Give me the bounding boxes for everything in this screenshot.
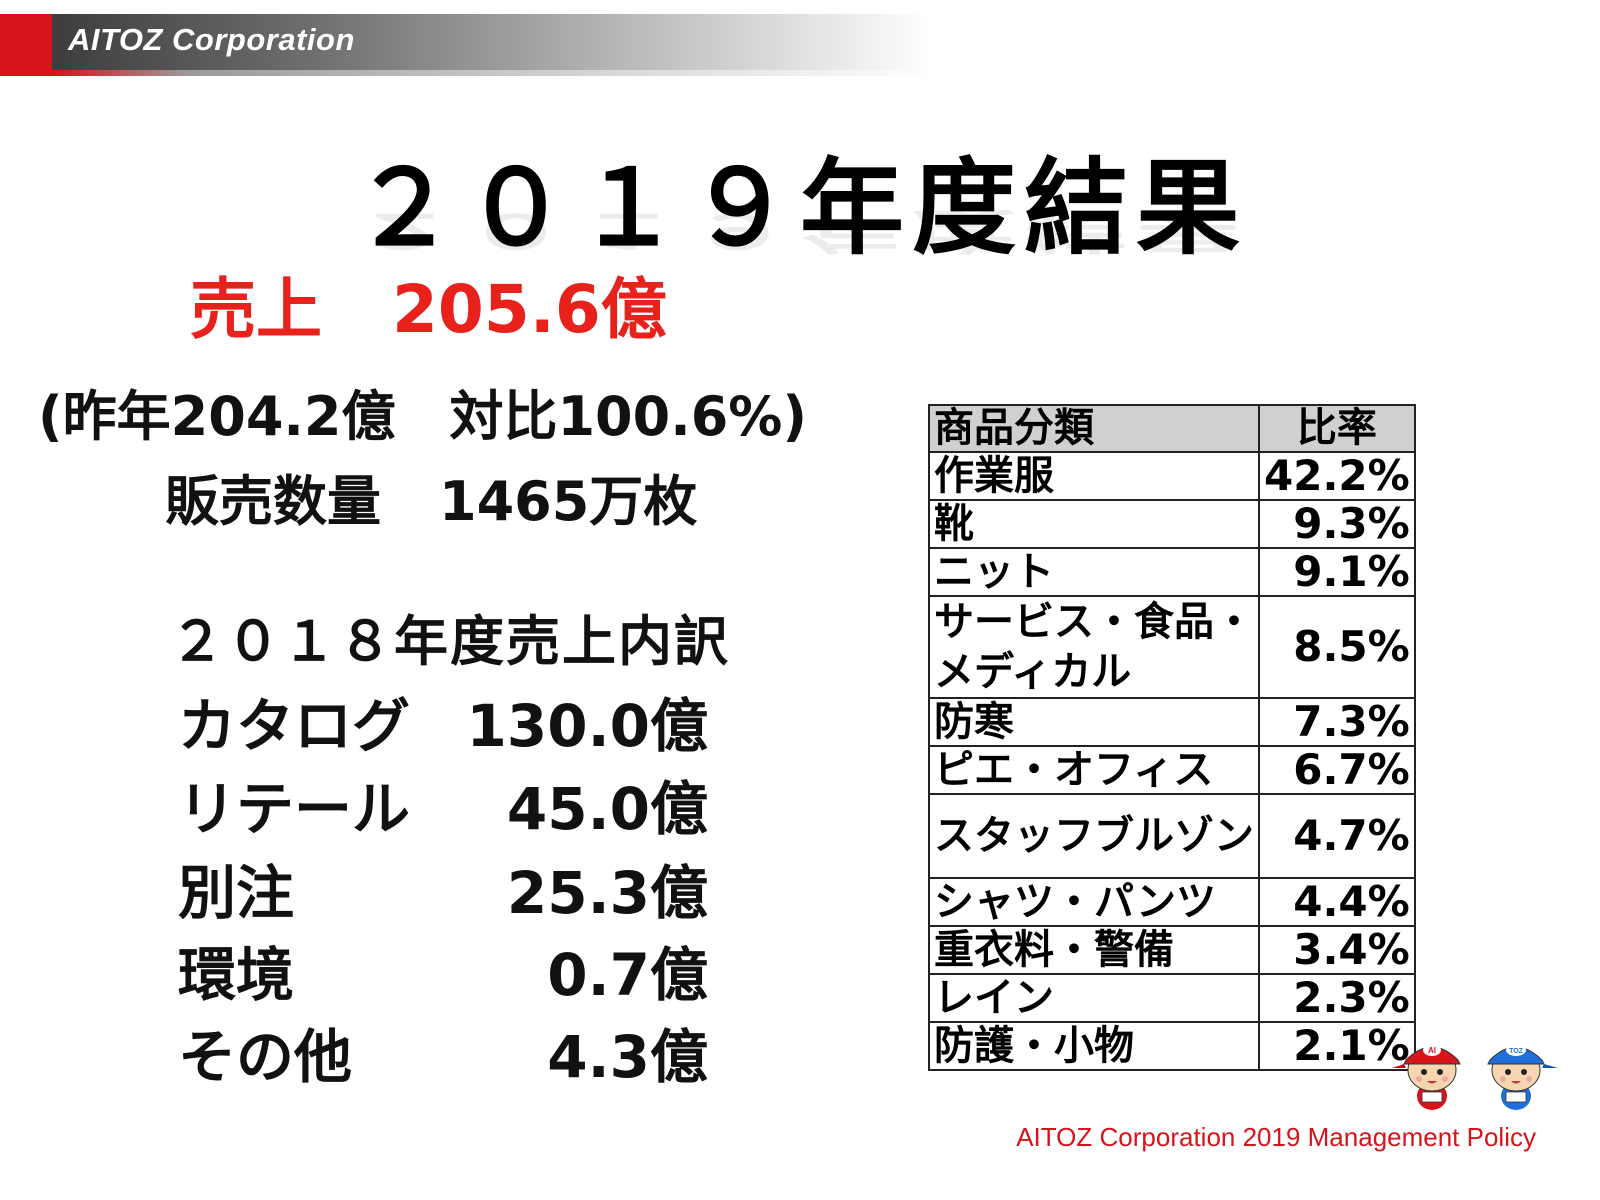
mascot-characters: AI TOZ bbox=[1392, 1044, 1558, 1110]
table-row: 作業服 42.2% bbox=[928, 451, 1416, 501]
category-cell: ニット bbox=[928, 547, 1260, 597]
breakdown-value: 25.3億 bbox=[506, 859, 708, 927]
category-cell: レイン bbox=[928, 973, 1260, 1023]
category-cell: サービス・食品・メディカル bbox=[928, 595, 1260, 699]
ratio-cell: 6.7% bbox=[1258, 745, 1416, 795]
table-header-row: 商品分類 比率 bbox=[928, 404, 1416, 453]
category-cell: ピエ・オフィス bbox=[928, 745, 1260, 795]
ratio-cell: 2.1% bbox=[1258, 1021, 1416, 1071]
header-underline bbox=[0, 70, 935, 76]
footer-caption: AITOZ Corporation 2019 Management Policy bbox=[1016, 1122, 1536, 1152]
header-bar bbox=[52, 14, 932, 76]
breakdown-value: 45.0億 bbox=[506, 775, 708, 843]
table-row: シャツ・パンツ 4.4% bbox=[928, 877, 1416, 927]
ratio-cell: 7.3% bbox=[1258, 697, 1416, 747]
ratio-cell: 2.3% bbox=[1258, 973, 1416, 1023]
ratio-cell: 4.4% bbox=[1258, 877, 1416, 927]
sales-label: 売上 bbox=[190, 271, 322, 348]
column-header-ratio: 比率 bbox=[1258, 404, 1416, 453]
slide-title-reflection: ２０１９年度結果 bbox=[351, 203, 1248, 259]
breakdown-value: 130.0億 bbox=[466, 692, 708, 760]
breakdown-row: その他 4.3億 bbox=[178, 1021, 708, 1093]
table-row: スタッフブルゾン 4.7% bbox=[928, 793, 1416, 879]
quantity-label: 販売数量 bbox=[165, 470, 381, 533]
brand-title: AITOZ Corporation bbox=[68, 22, 355, 57]
table-row: ピエ・オフィス 6.7% bbox=[928, 745, 1416, 795]
breakdown-label: カタログ bbox=[178, 692, 411, 760]
breakdown-row: 環境 0.7億 bbox=[178, 939, 708, 1011]
category-cell: 防護・小物 bbox=[928, 1021, 1260, 1071]
blue-mascot: TOZ bbox=[1487, 1044, 1558, 1110]
quantity-value: 1465万枚 bbox=[439, 470, 698, 533]
category-cell: 重衣料・警備 bbox=[928, 925, 1260, 975]
category-cell: スタッフブルゾン bbox=[928, 793, 1260, 879]
ratio-cell: 4.7% bbox=[1258, 793, 1416, 879]
breakdown-label: 別注 bbox=[178, 859, 295, 927]
breakdown-row: リテール 45.0億 bbox=[178, 773, 708, 845]
category-cell: シャツ・パンツ bbox=[928, 877, 1260, 927]
breakdown-label: その他 bbox=[178, 1023, 353, 1091]
sales-value: 205.6億 bbox=[392, 271, 667, 348]
breakdown-row: 別注 25.3億 bbox=[178, 857, 708, 929]
sales-quantity: 販売数量 1465万枚 bbox=[165, 470, 697, 534]
ratio-cell: 42.2% bbox=[1258, 451, 1416, 501]
table-row: ニット 9.1% bbox=[928, 547, 1416, 597]
category-ratio-table: 商品分類 比率 作業服 42.2% 靴 9.3% ニット 9.1% サービス・食… bbox=[928, 404, 1416, 1071]
category-cell: 防寒 bbox=[928, 697, 1260, 747]
column-header-category: 商品分類 bbox=[928, 404, 1260, 453]
breakdown-value: 4.3億 bbox=[547, 1023, 708, 1091]
breakdown-row: カタログ 130.0億 bbox=[178, 690, 708, 762]
ratio-cell: 3.4% bbox=[1258, 925, 1416, 975]
breakdown-title: ２０１８年度売上内訳 bbox=[170, 610, 730, 673]
table-row: 防護・小物 2.1% bbox=[928, 1021, 1416, 1071]
sales-line: 売上 205.6億 bbox=[190, 270, 667, 350]
red-cap-text: AI bbox=[1428, 1046, 1436, 1055]
ratio-cell: 8.5% bbox=[1258, 595, 1416, 699]
red-mascot: AI bbox=[1392, 1044, 1461, 1110]
ratio-cell: 9.1% bbox=[1258, 547, 1416, 597]
slide-title: ２０１９年度結果 bbox=[351, 147, 1248, 269]
blue-cap-text: TOZ bbox=[1509, 1048, 1524, 1055]
breakdown-label: リテール bbox=[178, 775, 411, 843]
breakdown-label: 環境 bbox=[178, 941, 295, 1009]
table-row: サービス・食品・メディカル 8.5% bbox=[928, 595, 1416, 699]
ratio-cell: 9.3% bbox=[1258, 499, 1416, 549]
table-row: 靴 9.3% bbox=[928, 499, 1416, 549]
category-cell: 靴 bbox=[928, 499, 1260, 549]
table-row: 重衣料・警備 3.4% bbox=[928, 925, 1416, 975]
table-row: 防寒 7.3% bbox=[928, 697, 1416, 747]
category-cell: 作業服 bbox=[928, 451, 1260, 501]
table-row: レイン 2.3% bbox=[928, 973, 1416, 1023]
breakdown-value: 0.7億 bbox=[547, 941, 708, 1009]
previous-year-comparison: (昨年204.2億 対比100.6%) bbox=[38, 385, 808, 448]
header-accent bbox=[0, 14, 52, 76]
